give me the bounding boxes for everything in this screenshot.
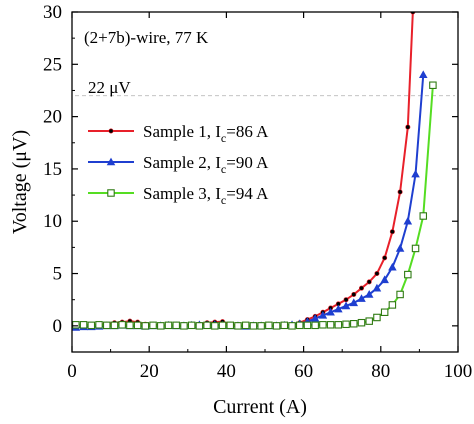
legend-label-1: Sample 1, Ic=86 A [143, 122, 269, 145]
y-tick-label: 5 [53, 264, 63, 285]
series-3-point [195, 322, 204, 330]
series-3-point [249, 322, 258, 330]
series-2-point [334, 304, 343, 313]
series-3-point [350, 320, 358, 328]
series-3-point [164, 321, 173, 330]
y-tick-label: 30 [43, 2, 62, 23]
series-3-point [365, 317, 373, 325]
threshold-label: 22 μV [88, 78, 131, 97]
series-1-point [366, 279, 372, 285]
series-2-point [388, 262, 397, 271]
series-3-point [95, 321, 103, 329]
series-3-point [311, 321, 319, 330]
series-1-point [405, 124, 411, 130]
legend-marker-2 [106, 157, 116, 166]
x-tick-label: 0 [67, 361, 77, 382]
series-3-point [326, 321, 335, 329]
series-3-point [373, 313, 381, 322]
series-2-point [326, 307, 335, 316]
y-axis-title: Voltage (μV) [9, 130, 31, 234]
series-3-point [396, 290, 404, 299]
series-2-point [349, 298, 359, 307]
series-3-point [102, 321, 111, 330]
series-3-point [265, 321, 273, 330]
series-3-point [388, 301, 397, 309]
x-tick-label: 60 [294, 361, 313, 382]
series-1-point [382, 255, 388, 261]
series-2-point [418, 70, 428, 79]
series-3-point [149, 321, 157, 330]
legend: Sample 1, Ic=86 A Sample 2, Ic=90 A Sample… [88, 122, 269, 207]
series-3-point [257, 322, 265, 330]
series-3-point [218, 321, 227, 330]
series-3-point [110, 321, 119, 330]
series-3-point [319, 321, 327, 329]
series-3-point [334, 321, 343, 329]
series-3-point [411, 244, 420, 253]
series-3-point [303, 321, 312, 330]
series-3-point [79, 321, 88, 329]
series-3-point [118, 321, 126, 329]
series-3-point [272, 322, 281, 330]
x-tick-label: 40 [217, 361, 236, 382]
series-2-point [411, 169, 420, 178]
series-3-point [141, 322, 150, 330]
series-3-point [133, 321, 142, 330]
series-3-point [342, 320, 350, 329]
series-2-point [372, 283, 382, 292]
series-3-point [180, 322, 188, 330]
series-2-point [380, 275, 389, 284]
series-2-point [310, 314, 320, 322]
series-2-point [403, 216, 413, 225]
legend-label-2: Sample 2, Ic=90 A [143, 153, 269, 176]
x-tick-label: 80 [371, 361, 390, 382]
series-3-point [172, 321, 180, 330]
series-2-point [364, 290, 374, 298]
series-3-point [87, 321, 96, 330]
series-3-point [234, 322, 242, 330]
legend-marker-1 [108, 128, 114, 134]
series-1-point [374, 271, 380, 277]
y-tick-label: 0 [53, 316, 63, 337]
series-3-point [404, 270, 412, 279]
series-2-point [395, 244, 405, 252]
y-tick-label: 15 [43, 159, 62, 180]
series-1-point [389, 229, 395, 235]
series-3-point [126, 321, 134, 330]
y-tick-label: 10 [43, 211, 62, 232]
series-3-point [241, 321, 250, 330]
series-1-point [343, 297, 349, 303]
series-3-point [429, 81, 437, 89]
sample-description: (2+7b)-wire, 77 K [84, 28, 209, 47]
series-1-point [397, 189, 403, 195]
series-3-point [157, 322, 165, 330]
series-3-point [357, 318, 366, 327]
series-3-point [288, 322, 296, 330]
series-3-point [203, 321, 211, 330]
legend-label-3: Sample 3, Ic=94 A [143, 184, 269, 207]
y-tick-label: 20 [43, 107, 62, 128]
series-3-point [226, 321, 235, 330]
series-1-point [358, 285, 364, 291]
series-2-point [318, 310, 328, 319]
series-3-point [380, 308, 389, 316]
series-1-point [351, 291, 357, 297]
series-3-point [419, 212, 428, 220]
series-3-point [295, 321, 304, 330]
series-2-point [341, 301, 351, 310]
x-axis-title: Current (A) [213, 396, 307, 418]
x-tick-label: 100 [444, 361, 473, 382]
series-3-point [187, 321, 196, 330]
x-tick-label: 20 [140, 361, 159, 382]
legend-marker-3 [107, 189, 115, 197]
y-tick-label: 25 [43, 54, 62, 75]
series-3-point [72, 321, 80, 329]
series-3-point [280, 321, 289, 330]
series-3-point [211, 322, 219, 330]
series-2-point [357, 294, 366, 302]
